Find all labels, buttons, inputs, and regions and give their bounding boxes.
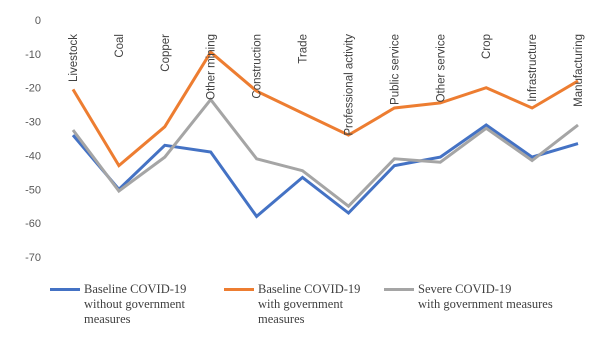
legend-item-severe-with-measures: Severe COVID-19 with government measures	[384, 282, 553, 312]
category-label: Trade	[298, 34, 310, 64]
category-label: Crop	[481, 34, 493, 59]
y-tick-label: -50	[25, 184, 41, 196]
series-line-1	[71, 49, 579, 168]
category-label: Coal	[114, 34, 126, 58]
category-label: Manufacturing	[573, 34, 585, 107]
legend-item-baseline-with-measures: Baseline COVID-19 with government measur…	[224, 282, 360, 327]
legend-swatch-orange	[224, 288, 254, 291]
legend-line: Severe COVID-19	[418, 282, 512, 296]
category-label: Livestock	[68, 34, 80, 82]
category-label: Other mining	[206, 34, 218, 100]
y-tick-label: -20	[25, 83, 41, 95]
y-tick-label: -40	[25, 150, 41, 162]
y-tick-label: 0	[35, 15, 41, 27]
legend: Baseline COVID-19 without government mea…	[50, 282, 610, 338]
legend-label: Severe COVID-19 with government measures	[418, 282, 553, 312]
legend-line: Baseline COVID-19	[258, 282, 361, 296]
category-label: Public service	[389, 34, 401, 105]
y-tick-label: -60	[25, 218, 41, 230]
y-tick-label: -10	[25, 49, 41, 61]
series-line-0	[71, 123, 579, 219]
y-tick-label: -70	[25, 252, 41, 264]
category-label: Professional activity	[343, 34, 355, 136]
legend-swatch-gray	[384, 288, 414, 291]
legend-line: measures	[84, 312, 131, 326]
category-label: Other service	[435, 34, 447, 102]
legend-line: with government measures	[418, 297, 553, 311]
category-label: Infrastructure	[527, 34, 539, 102]
series-line-2	[71, 97, 579, 209]
legend-label: Baseline COVID-19 without government mea…	[84, 282, 186, 327]
legend-line: measures	[258, 312, 305, 326]
legend-swatch-blue	[50, 288, 80, 291]
legend-line: with government	[258, 297, 344, 311]
category-label: Copper	[160, 34, 172, 72]
legend-line: without government	[84, 297, 186, 311]
legend-item-baseline-without-measures: Baseline COVID-19 without government mea…	[50, 282, 186, 327]
y-tick-label: -30	[25, 117, 41, 129]
legend-label: Baseline COVID-19 with government measur…	[258, 282, 360, 327]
legend-line: Baseline COVID-19	[84, 282, 187, 296]
category-label: Construction	[252, 34, 264, 99]
